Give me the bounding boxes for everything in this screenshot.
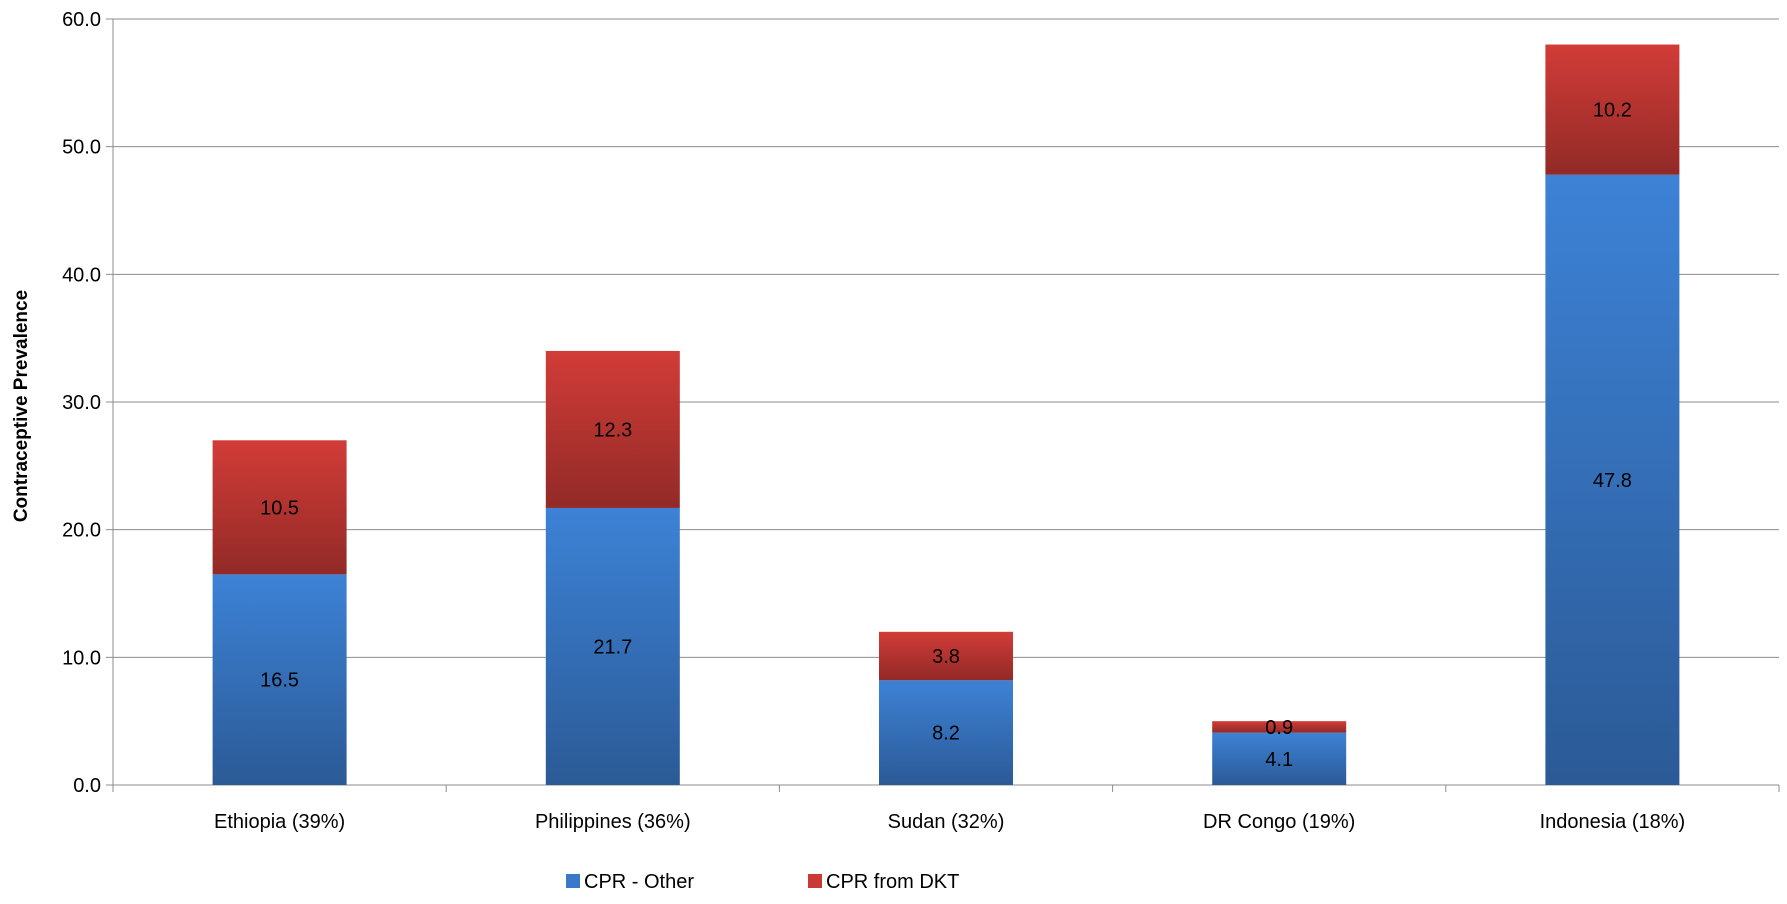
data-labels: 16.5 10.5 21.7 12.3 8.2 3.8 4.1 0.9 47.8 10.2	[260, 100, 1632, 771]
y-tick-label: 40.0	[62, 264, 101, 286]
y-axis-title: Contraceptive Prevalence	[11, 290, 32, 522]
y-tick-label: 20.0	[62, 520, 101, 542]
bar-segment	[879, 631, 1013, 681]
bar-segment	[545, 507, 680, 785]
y-tick-label: 50.0	[62, 137, 101, 159]
data-label: 0.9	[1265, 717, 1293, 739]
bar-segment	[1212, 732, 1347, 785]
bar-segment	[212, 440, 347, 575]
data-label: 8.2	[932, 723, 960, 745]
x-category-label: Ethiopia (39%)	[214, 811, 345, 833]
y-tick-label: 60.0	[62, 9, 101, 31]
data-label: 47.8	[1593, 470, 1632, 492]
y-tick-label: 30.0	[62, 392, 101, 414]
data-label: 10.2	[1593, 100, 1632, 122]
y-tick-label: 10.0	[62, 647, 101, 669]
bar-segment	[212, 574, 347, 785]
x-category-label: Philippines (36%)	[535, 811, 691, 833]
data-label: 16.5	[260, 670, 299, 692]
x-category-label: DR Congo (19%)	[1203, 811, 1355, 833]
data-label: 4.1	[1265, 749, 1293, 771]
gridlines	[113, 18, 1779, 658]
legend-swatch	[808, 874, 822, 888]
data-label: 10.5	[260, 497, 299, 519]
y-tick-label: 0.0	[73, 775, 101, 797]
bar-segment	[1545, 44, 1680, 175]
x-category-label: Indonesia (18%)	[1540, 811, 1686, 833]
x-category-label: Sudan (32%)	[888, 811, 1005, 833]
bar-segment	[879, 680, 1013, 785]
legend-label: CPR from DKT	[826, 871, 959, 893]
legend: CPR - Other CPR from DKT	[566, 871, 959, 893]
data-label: 3.8	[932, 646, 960, 668]
data-label: 12.3	[593, 419, 632, 441]
data-label: 21.7	[593, 636, 632, 658]
bar-segment	[545, 350, 680, 508]
bars	[212, 44, 1680, 786]
legend-swatch	[566, 874, 580, 888]
bar-segment	[1545, 174, 1680, 786]
bar-segment	[1212, 721, 1347, 733]
legend-label: CPR - Other	[584, 871, 694, 893]
